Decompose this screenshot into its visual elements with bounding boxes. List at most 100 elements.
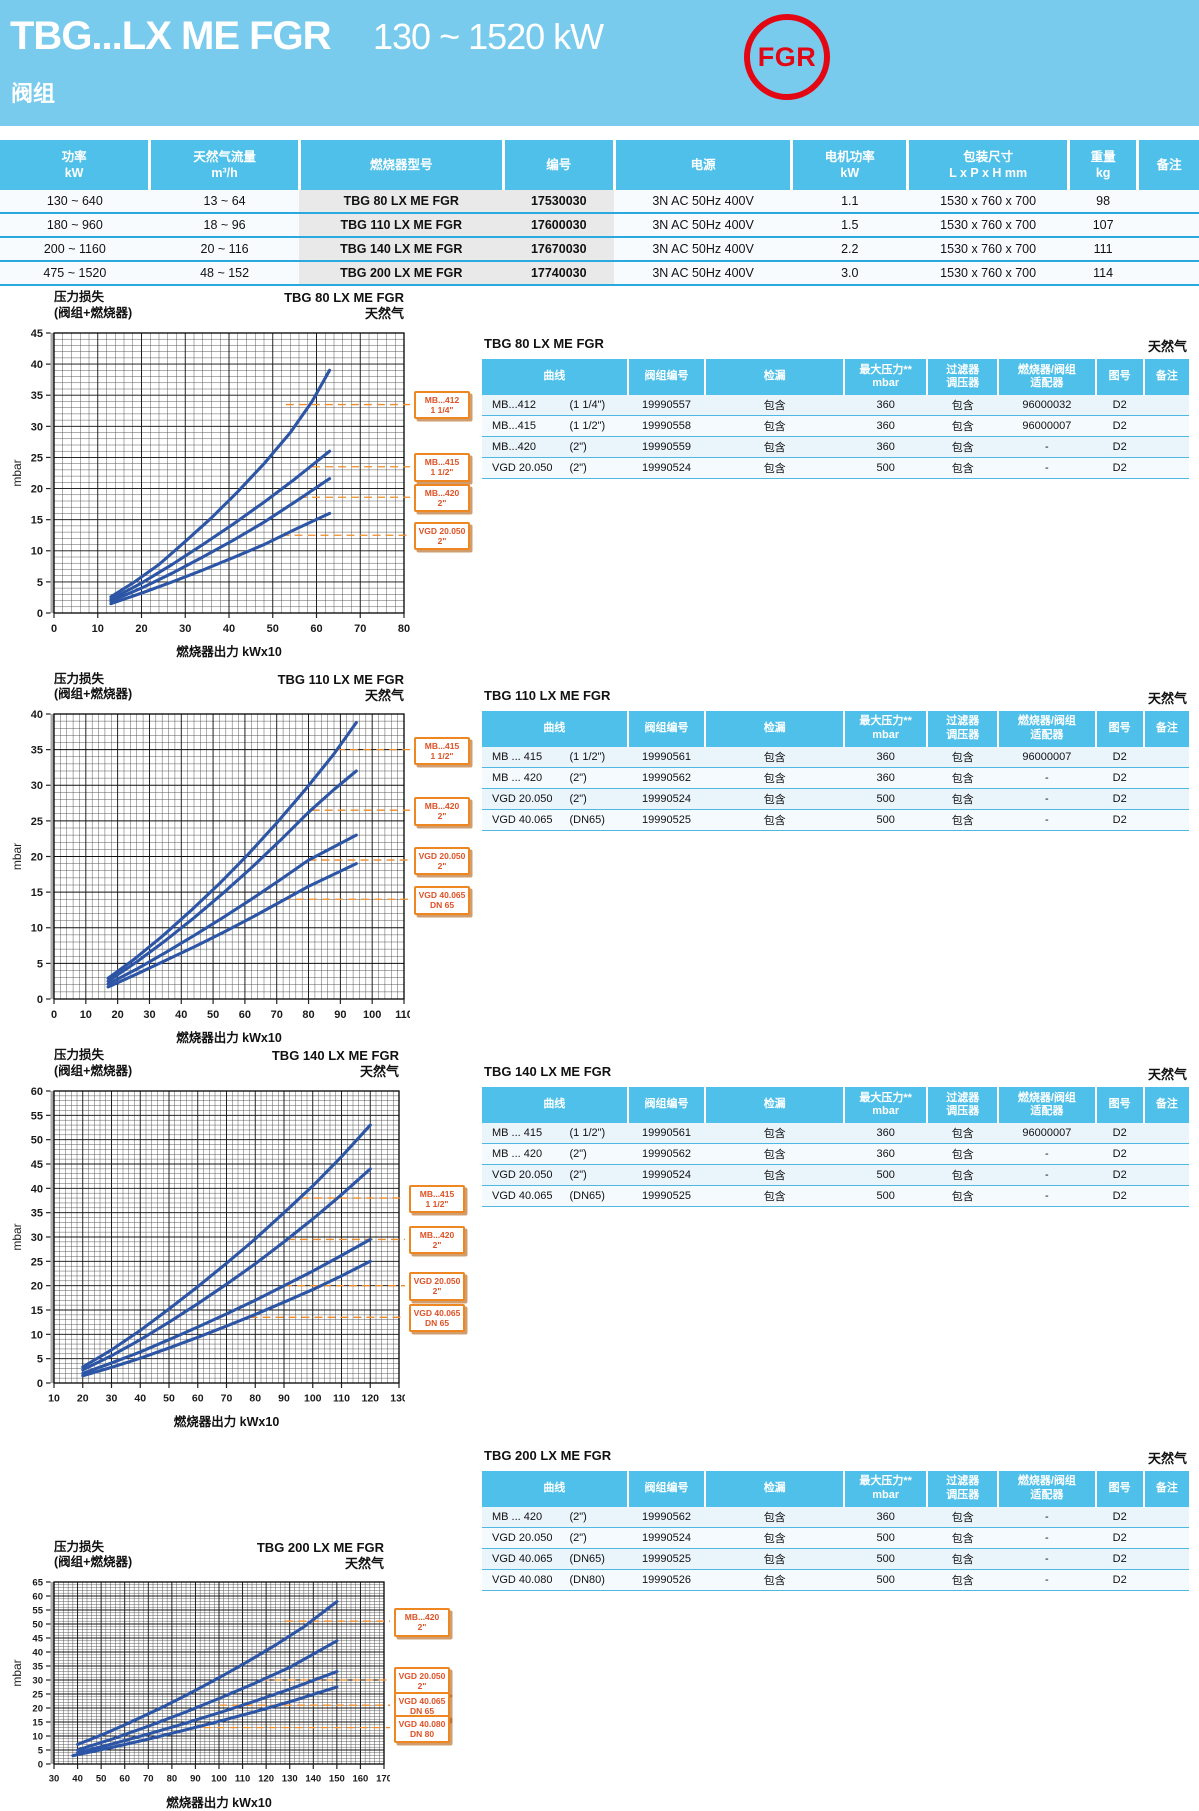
valve-cell: 96000032 bbox=[998, 395, 1096, 416]
valve-header-line1: 最大压力** bbox=[846, 1475, 925, 1488]
svg-text:10: 10 bbox=[48, 1392, 60, 1404]
curve-size: (2") bbox=[570, 1148, 587, 1160]
svg-text:50: 50 bbox=[207, 1009, 219, 1021]
valve-header-line1: 过滤器 bbox=[929, 1092, 996, 1105]
valve-cell: 500 bbox=[844, 1165, 927, 1186]
svg-text:50: 50 bbox=[32, 1619, 43, 1630]
valve-cell: 500 bbox=[844, 1548, 927, 1569]
valve-cell: D2 bbox=[1096, 809, 1144, 830]
svg-text:5: 5 bbox=[37, 958, 43, 970]
valve-cell: 包含 bbox=[705, 1186, 844, 1207]
valve-header-line1: 过滤器 bbox=[929, 364, 996, 377]
valve-cell: 包含 bbox=[927, 1165, 998, 1186]
valve-header-line1: 曲线 bbox=[483, 722, 626, 735]
svg-text:25: 25 bbox=[31, 1256, 43, 1268]
curve-name: VGD 40.080 bbox=[492, 1574, 570, 1586]
curve-size: (1 1/4") bbox=[570, 399, 606, 411]
svg-text:40: 40 bbox=[31, 709, 43, 721]
svg-text:15: 15 bbox=[31, 1304, 43, 1316]
spec-header-line1: 燃烧器型号 bbox=[303, 157, 500, 173]
valve-header-cell: 过滤器调压器 bbox=[927, 1471, 998, 1507]
valve-header-cell: 备注 bbox=[1144, 359, 1189, 395]
valve-header-line1: 阀组编号 bbox=[630, 722, 704, 735]
valve-cell: 包含 bbox=[705, 1123, 844, 1144]
curve-name: MB ... 420 bbox=[492, 772, 570, 784]
valve-header-line1: 燃烧器/阀组 bbox=[1000, 715, 1094, 728]
curve-name: VGD 20.050 bbox=[492, 793, 570, 805]
valve-cell-curve: VGD 20.050(2") bbox=[482, 1165, 628, 1186]
valve-cell: - bbox=[998, 1569, 1096, 1590]
spec-cell: 2.2 bbox=[792, 237, 908, 261]
valve-cell: D2 bbox=[1096, 395, 1144, 416]
valve-cell: 500 bbox=[844, 1569, 927, 1590]
valve-header-line1: 曲线 bbox=[483, 1098, 626, 1111]
spec-cell: 200 ~ 1160 bbox=[0, 237, 150, 261]
valve-header-cell: 最大压力**mbar bbox=[844, 359, 927, 395]
valve-cell bbox=[1144, 788, 1189, 809]
curve-label-line1: MB...415 bbox=[411, 1189, 463, 1199]
valve-cell: 19990524 bbox=[628, 1527, 706, 1548]
valve-cell: D2 bbox=[1096, 437, 1144, 458]
valve-cell: D2 bbox=[1096, 1548, 1144, 1569]
valve-header-line2: 适配器 bbox=[1000, 1105, 1094, 1118]
valve-cell: 包含 bbox=[927, 1527, 998, 1548]
valve-cell: - bbox=[998, 767, 1096, 788]
spec-header-line1: 电源 bbox=[618, 157, 788, 173]
spec-cell: 17740030 bbox=[503, 261, 614, 285]
svg-text:45: 45 bbox=[32, 1633, 43, 1644]
y-axis-label: mbar bbox=[10, 459, 24, 486]
svg-text:30: 30 bbox=[143, 1009, 155, 1021]
valve-cell-curve: VGD 40.065(DN65) bbox=[482, 809, 628, 830]
valve-header-cell: 图号 bbox=[1096, 1471, 1144, 1507]
svg-text:30: 30 bbox=[106, 1392, 118, 1404]
valve-header-cell: 燃烧器/阀组适配器 bbox=[998, 711, 1096, 747]
curve-size: (DN65) bbox=[570, 1190, 605, 1202]
valve-cell bbox=[1144, 416, 1189, 437]
curve-label-line1: VGD 20.050 bbox=[411, 1276, 463, 1286]
spec-cell: 111 bbox=[1068, 237, 1137, 261]
valve-header-line2: 适配器 bbox=[1000, 1489, 1094, 1502]
spec-cell: 17600030 bbox=[503, 213, 614, 237]
curve-name: MB ... 420 bbox=[492, 1148, 570, 1160]
valve-header-line1: 曲线 bbox=[483, 370, 626, 383]
valve-header-cell: 燃烧器/阀组适配器 bbox=[998, 1087, 1096, 1123]
pressure-loss-line1: 压力损失 bbox=[54, 672, 132, 688]
valve-cell: 360 bbox=[844, 767, 927, 788]
svg-text:5: 5 bbox=[37, 1353, 43, 1365]
svg-text:35: 35 bbox=[31, 390, 43, 402]
curve-size: (DN80) bbox=[570, 1574, 605, 1586]
spec-header-line1: 编号 bbox=[507, 157, 611, 173]
valve-cell: 500 bbox=[844, 458, 927, 479]
curve-label-line1: MB...420 bbox=[411, 1230, 463, 1240]
valve-header-cell: 最大压力**mbar bbox=[844, 1471, 927, 1507]
valve-header-line2: mbar bbox=[846, 1105, 925, 1118]
section-table-title: TBG 110 LX ME FGR bbox=[484, 688, 610, 707]
valve-cell: 500 bbox=[844, 788, 927, 809]
spec-cell: TBG 200 LX ME FGR bbox=[299, 261, 503, 285]
spec-cell: 1530 x 760 x 700 bbox=[908, 213, 1069, 237]
curve-name: MB...420 bbox=[492, 441, 570, 453]
valve-cell bbox=[1144, 437, 1189, 458]
valve-cell: 19990557 bbox=[628, 395, 706, 416]
svg-text:120: 120 bbox=[361, 1392, 379, 1404]
svg-text:130: 130 bbox=[282, 1774, 298, 1785]
curve-name: MB ... 420 bbox=[492, 1511, 570, 1523]
spec-header-line1: 电机功率 bbox=[795, 149, 904, 165]
valve-cell: 包含 bbox=[705, 395, 844, 416]
svg-text:30: 30 bbox=[31, 421, 43, 433]
valve-cell: 包含 bbox=[705, 1165, 844, 1186]
